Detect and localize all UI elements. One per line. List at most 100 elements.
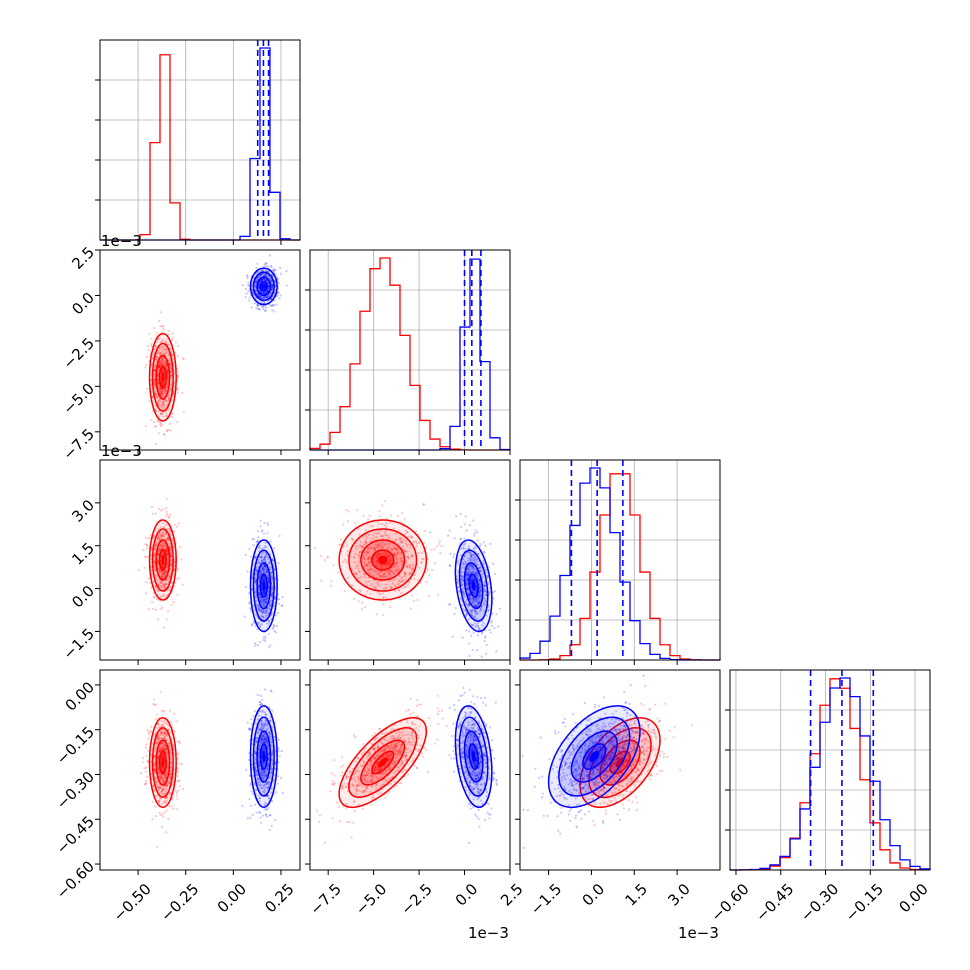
scatter-point [261, 615, 264, 618]
scatter-point [144, 555, 147, 558]
scatter-point [159, 425, 162, 428]
scatter-point [163, 583, 166, 586]
scatter-point [427, 595, 430, 598]
scatter-point [459, 512, 462, 515]
scatter-point [171, 354, 174, 357]
scatter-point [468, 642, 471, 645]
scatter-point [456, 578, 459, 581]
scatter-point [404, 529, 407, 532]
scatter-point [159, 388, 163, 391]
scatter-point [272, 626, 275, 629]
scatter-point [264, 291, 267, 294]
scatter-point [269, 571, 272, 575]
scatter-point [471, 608, 474, 611]
scatter-point [367, 568, 370, 572]
scatter-point [160, 536, 163, 539]
scatter-point [376, 554, 379, 557]
scatter-point [168, 357, 171, 360]
scatter-point [415, 542, 418, 545]
histogram-series-1 [100, 47, 301, 241]
scatter-point [169, 364, 172, 367]
scatter-point [158, 366, 161, 369]
scatter-point [364, 593, 367, 596]
scatter-point [265, 264, 268, 267]
scatter-point [469, 571, 473, 574]
scatter-point [154, 587, 157, 590]
scatter-point [167, 352, 170, 355]
scatter-point [364, 581, 368, 584]
scatter-point [468, 595, 471, 599]
scatter-point [255, 306, 258, 310]
density-peak-series-1 [262, 284, 266, 289]
scatter-point [153, 561, 156, 564]
scatter-point [370, 537, 373, 540]
scatter-point [266, 596, 269, 599]
scatter-point [148, 332, 151, 335]
scatter-point [164, 387, 167, 390]
scatter-point [170, 555, 173, 558]
scatter-point [343, 589, 346, 592]
scatter-point [263, 602, 266, 605]
scatter-point [162, 626, 165, 629]
scatter-point [404, 573, 407, 576]
scatter-point [382, 592, 385, 595]
scatter-point [266, 521, 269, 524]
scatter-point [162, 389, 165, 392]
scatter-point [247, 290, 250, 293]
scatter-point [256, 304, 260, 308]
scatter-point [262, 590, 265, 593]
scatter-point [469, 593, 472, 596]
scatter-point [167, 397, 171, 400]
scatter-point [173, 712, 176, 715]
scatter-point [167, 527, 171, 530]
scatter-point [469, 585, 473, 589]
scatter-point [377, 573, 381, 577]
scatter-point [164, 571, 167, 574]
scatter-point [151, 396, 154, 399]
scatter-point [261, 598, 264, 601]
scatter-point [374, 586, 377, 589]
scatter-point [417, 552, 420, 555]
scatter-point [412, 565, 415, 568]
scatter-point [326, 555, 329, 558]
scatter-point [385, 570, 389, 573]
scatter-point [262, 532, 266, 535]
scatter-point [166, 377, 169, 381]
scatter-point [265, 600, 268, 604]
scatter-point [387, 561, 391, 564]
scatter-point [386, 555, 389, 559]
scatter-point [152, 591, 155, 595]
scatter-point [261, 278, 264, 281]
scatter-point [159, 547, 162, 550]
scatter-point [173, 564, 176, 568]
scatter-point [141, 761, 144, 764]
scatter-point [260, 623, 263, 626]
scatter-point [387, 563, 390, 566]
scatter-point [165, 547, 168, 551]
scatter-point [270, 574, 273, 577]
scatter-point [168, 547, 172, 550]
scatter-point [395, 562, 398, 565]
scatter-point [159, 392, 162, 396]
scatter-point [156, 560, 160, 563]
scatter-point [275, 624, 279, 628]
scatter-point [258, 573, 261, 576]
scatter-point [378, 592, 381, 595]
scatter-point [176, 354, 180, 358]
scatter-point [249, 607, 252, 611]
scatter-point [378, 571, 381, 574]
scatter-point [462, 586, 465, 590]
scatter-point [362, 543, 366, 546]
scatter-point [145, 754, 148, 757]
scatter-point [470, 555, 473, 558]
scatter-point [472, 553, 475, 556]
scatter-point [378, 576, 381, 579]
scatter-point [384, 564, 387, 567]
scatter-point [339, 543, 342, 546]
scatter-point [480, 605, 483, 608]
scatter-point [440, 544, 443, 547]
scatter-point [453, 537, 456, 540]
scatter-point [368, 514, 371, 518]
scatter-point [409, 607, 412, 610]
scatter-point [158, 579, 161, 582]
